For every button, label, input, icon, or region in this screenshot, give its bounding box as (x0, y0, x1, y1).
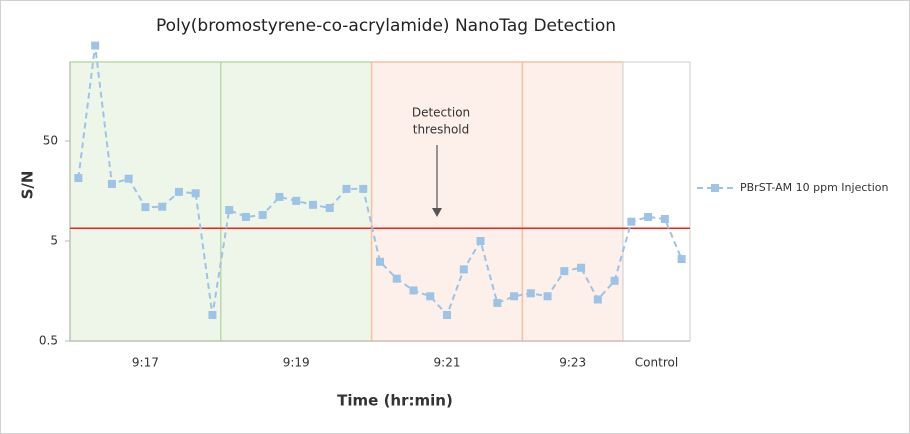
point (627, 217, 636, 226)
point (241, 212, 250, 221)
point (526, 289, 535, 298)
annotation-arrowhead (432, 208, 442, 217)
point (174, 187, 183, 196)
point (275, 192, 284, 201)
region (69, 61, 222, 342)
x-group-label: 9:21 (434, 356, 461, 370)
point (308, 200, 317, 209)
point (476, 237, 485, 245)
point (610, 276, 619, 285)
point (359, 184, 368, 193)
point (510, 292, 519, 301)
point (493, 298, 502, 307)
y-tick-label: 0.5 (39, 334, 58, 348)
point (644, 212, 653, 221)
region (521, 61, 624, 342)
x-group-label: 9:23 (559, 356, 586, 370)
legend-marker (711, 184, 719, 192)
x-group-label: 9:19 (283, 356, 310, 370)
point (124, 174, 133, 183)
point (208, 310, 217, 319)
point (292, 196, 301, 205)
point (325, 203, 334, 212)
point (225, 206, 234, 215)
y-axis-title: S/N (19, 171, 37, 200)
point (443, 310, 452, 319)
point (660, 214, 669, 223)
region (370, 61, 524, 342)
y-tick-label: 50 (43, 134, 58, 148)
x-axis-title: Time (hr:min) (337, 392, 453, 410)
point (677, 255, 686, 264)
point (392, 274, 401, 283)
point (342, 184, 351, 193)
point (376, 257, 384, 266)
point (459, 265, 468, 274)
region (622, 61, 691, 342)
legend-label: PBrST-AM 10 ppm Injection (740, 181, 888, 194)
point (91, 41, 100, 50)
x-group-label: 9:17 (132, 356, 159, 370)
x-group-label: Control (635, 356, 678, 370)
annotation: threshold (413, 123, 470, 137)
point (107, 179, 116, 188)
point (593, 295, 602, 304)
point (258, 210, 267, 219)
point (158, 202, 167, 211)
point (426, 292, 435, 301)
point (543, 292, 552, 301)
point (409, 286, 418, 295)
chart-title: Poly(bromostyrene-co-acrylamide) NanoTag… (156, 16, 616, 36)
point (577, 263, 586, 272)
point (560, 267, 569, 276)
annotation: Detection (412, 106, 470, 120)
point (191, 189, 200, 198)
point (141, 203, 150, 212)
point (74, 174, 83, 183)
y-tick-label: 5 (50, 234, 58, 248)
